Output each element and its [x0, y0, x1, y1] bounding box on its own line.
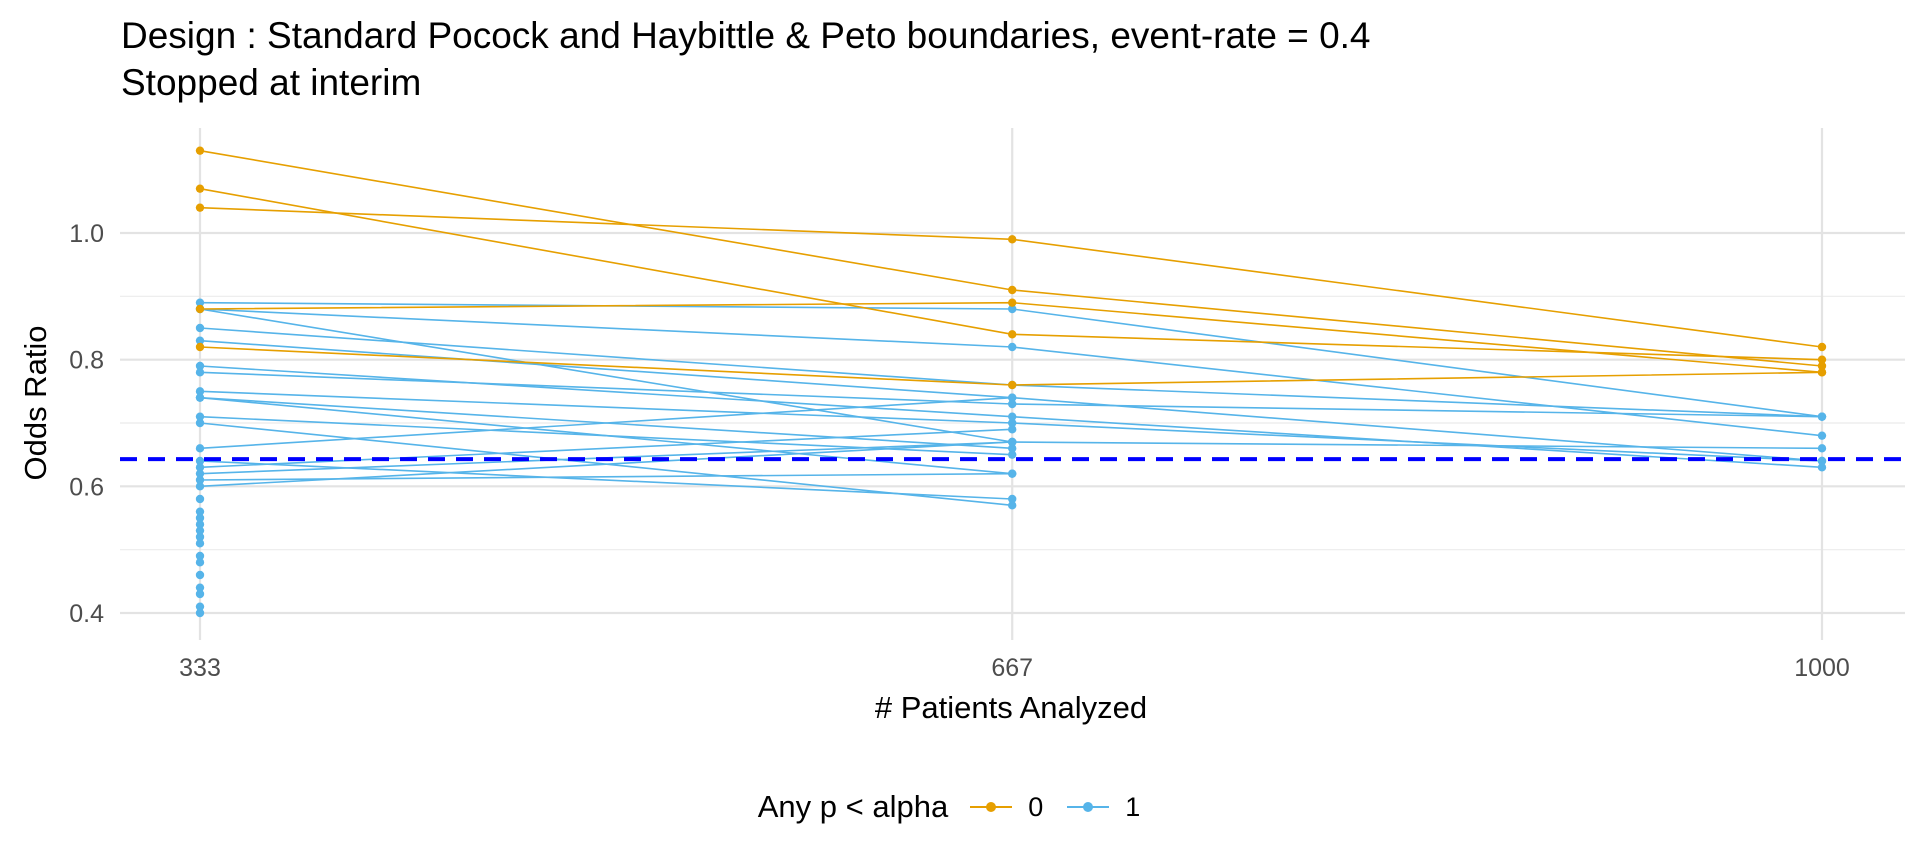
series-layer [195, 146, 1827, 618]
data-point-group-1 [195, 418, 205, 428]
data-point-group-1 [195, 520, 205, 529]
data-point-group-0 [195, 304, 205, 314]
data-point-group-1 [195, 361, 205, 371]
x-tick-label: 333 [179, 654, 221, 682]
data-point-group-1 [1817, 463, 1827, 472]
data-point-group-0 [195, 342, 205, 352]
data-point-group-1 [1008, 425, 1017, 434]
legend-label-1: 1 [1125, 791, 1141, 822]
data-point-group-1 [195, 526, 205, 535]
chart-plot: 0.4 0.6 0.8 1.0 333 667 1000 # Patients Analyze… [18, 128, 1905, 725]
data-point-group-1 [195, 558, 205, 567]
data-point-group-0 [1817, 342, 1827, 352]
data-point-group-0 [1817, 361, 1827, 371]
data-point-group-1 [1008, 444, 1017, 453]
data-point-group-1 [1008, 412, 1017, 421]
series-line-group-1 [199, 428, 1013, 469]
data-point-group-1 [195, 336, 205, 345]
chart-subtitle: Stopped at interim [121, 62, 422, 103]
axis-layer: 0.4 0.6 0.8 1.0 333 667 1000 # Patients Analyze… [18, 220, 1850, 725]
data-point-group-1 [195, 532, 205, 542]
data-point-group-1 [1817, 444, 1827, 453]
y-tick-label: 0.6 [69, 473, 104, 501]
data-point-group-0 [195, 184, 205, 193]
data-point-group-1 [195, 444, 205, 453]
data-point-group-1 [195, 475, 205, 485]
data-point-group-1 [1008, 437, 1017, 447]
data-point-group-1 [195, 589, 205, 599]
data-point-group-1 [195, 494, 205, 504]
y-tick-label: 1.0 [69, 220, 104, 248]
series-line-group-1 [199, 441, 1013, 488]
data-point-group-1 [195, 482, 205, 491]
data-point-group-1 [1008, 450, 1017, 459]
legend: Any p < alpha 0 1 [0, 782, 1920, 832]
series-line-group-1 [199, 415, 1013, 456]
data-point-group-1 [195, 507, 205, 516]
series-line-group-1 [199, 396, 1013, 450]
data-point-group-1 [195, 513, 205, 523]
data-point-group-1 [195, 298, 205, 307]
x-axis-title: # Patients Analyzed [875, 690, 1147, 725]
data-point-group-1 [1817, 456, 1827, 466]
y-tick-label: 0.8 [69, 347, 104, 375]
data-point-group-0 [1008, 285, 1017, 295]
data-point-group-1 [195, 456, 205, 466]
data-point-group-1 [1008, 501, 1017, 510]
data-point-group-1 [195, 602, 205, 611]
legend-label-0: 0 [1028, 791, 1044, 822]
x-tick-label: 667 [991, 654, 1033, 682]
y-axis-title: Odds Ratio [18, 325, 53, 480]
data-point-group-1 [1008, 304, 1017, 314]
data-point-group-1 [195, 539, 205, 548]
legend-item-0: 0 [968, 792, 1043, 823]
data-point-group-1 [195, 469, 205, 478]
data-point-group-1 [195, 323, 205, 333]
data-point-group-1 [195, 393, 205, 402]
data-point-group-0 [1817, 355, 1827, 364]
data-point-group-1 [1817, 431, 1827, 440]
data-point-group-1 [1008, 393, 1017, 402]
data-point-group-0 [1817, 368, 1827, 377]
data-point-group-1 [195, 570, 205, 580]
data-point-group-0 [1008, 380, 1017, 390]
legend-key-0 [970, 802, 1013, 812]
legend-title: Any p < alpha [757, 789, 949, 824]
data-point-group-1 [1008, 494, 1017, 504]
data-point-group-0 [195, 203, 205, 212]
data-point-group-1 [195, 463, 205, 472]
data-point-group-1 [195, 608, 205, 618]
data-point-group-1 [1008, 342, 1017, 352]
data-point-group-1 [1008, 469, 1017, 478]
x-tick-label: 1000 [1794, 654, 1850, 682]
series-line-group-1 [199, 460, 1013, 500]
data-point-group-0 [1008, 298, 1017, 307]
data-point-group-0 [1008, 330, 1017, 339]
data-point-group-0 [195, 146, 205, 155]
chart-title: Design : Standard Pocock and Haybittle &… [121, 15, 1371, 56]
data-point-group-1 [195, 583, 205, 592]
data-point-group-1 [195, 387, 205, 396]
data-point-group-1 [195, 551, 205, 561]
legend-item-1: 1 [1065, 792, 1140, 823]
data-point-group-1 [1008, 418, 1017, 428]
data-point-group-1 [1008, 399, 1017, 409]
series-line-group-0 [199, 206, 1823, 348]
data-point-group-0 [1008, 235, 1017, 244]
data-point-group-1 [195, 412, 205, 421]
y-tick-label: 0.4 [69, 600, 104, 628]
data-point-group-1 [195, 368, 205, 377]
legend-key-1 [1067, 802, 1110, 812]
title-block: Design : Standard Pocock and Haybittle &… [121, 12, 1371, 106]
data-point-group-1 [1817, 412, 1827, 421]
